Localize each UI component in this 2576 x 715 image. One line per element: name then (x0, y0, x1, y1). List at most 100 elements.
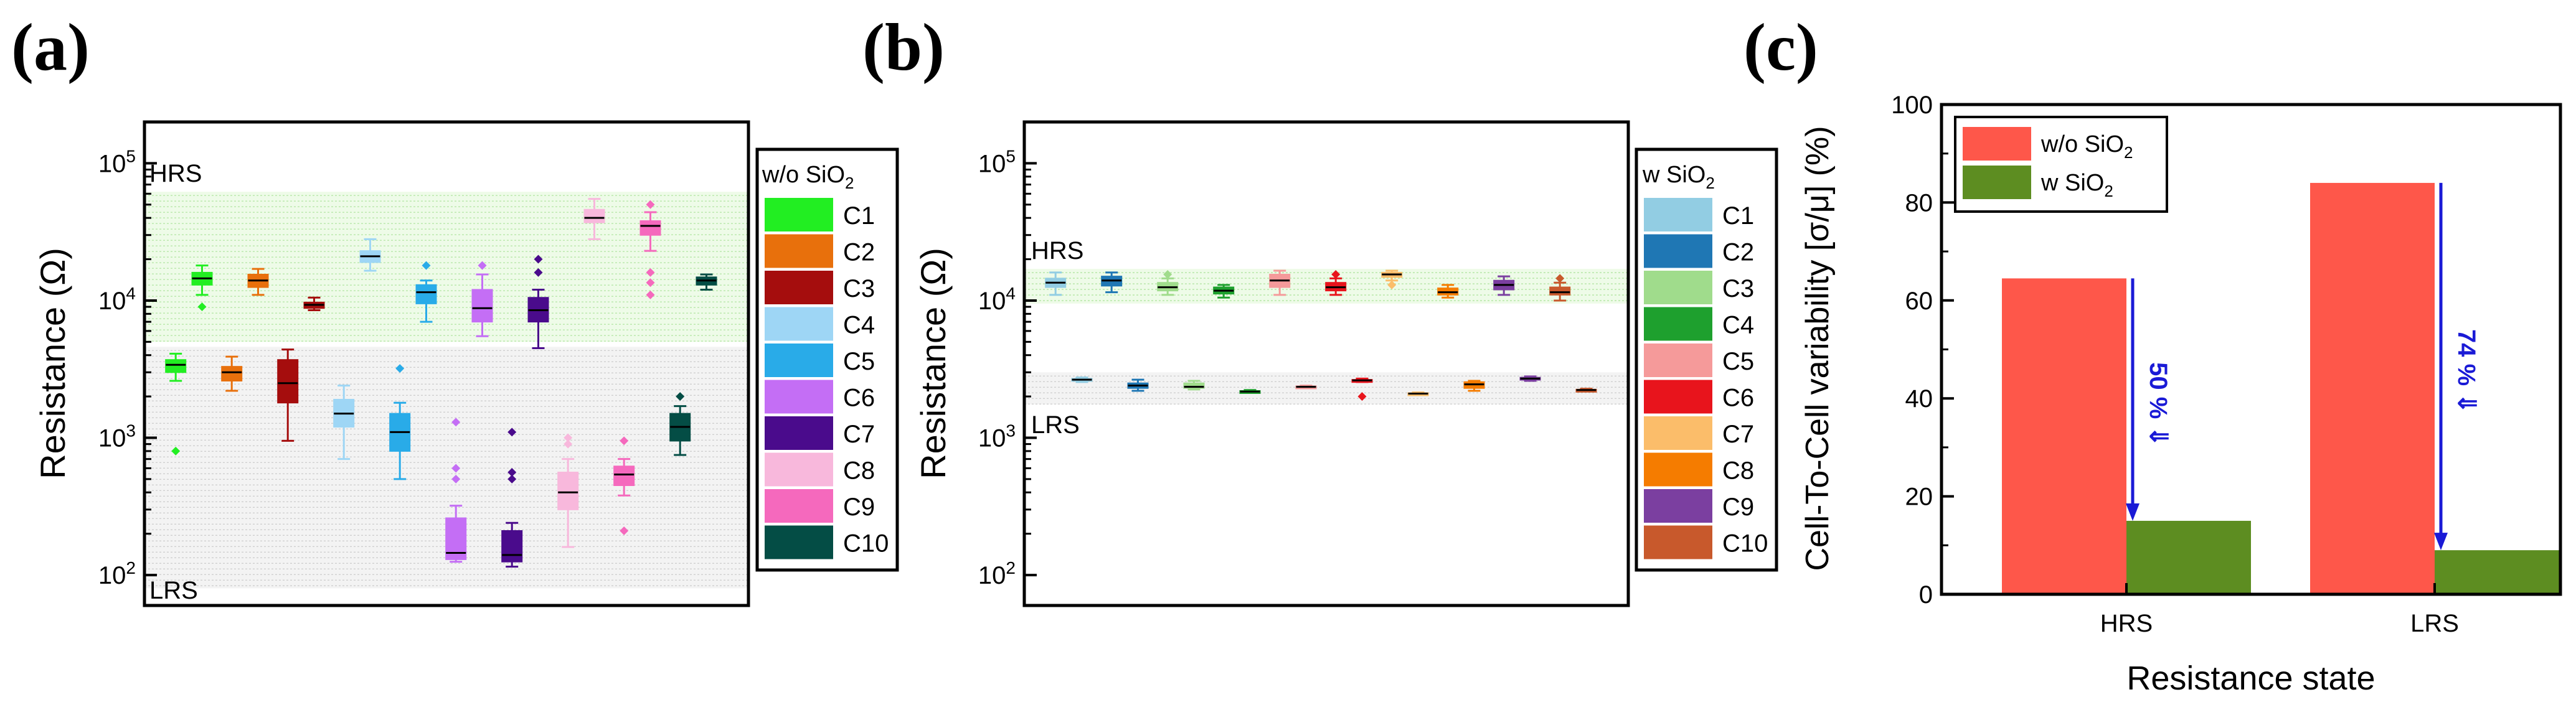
outlier-point (646, 290, 655, 299)
legend-swatch-C4 (1644, 307, 1712, 341)
panel-c-y-ticks: 0 20 40 60 80 100 (1891, 91, 1954, 609)
box-C10-LRS (1575, 388, 1597, 393)
box-C10-HRS (696, 273, 717, 291)
box-C9-HRS (1493, 275, 1515, 296)
box-C7-LRS (501, 428, 523, 568)
outlier-point (507, 474, 517, 484)
legend-swatch-C9 (765, 489, 833, 523)
legend-swatch-C5 (765, 343, 833, 377)
box-C1-LRS (165, 352, 187, 456)
box-C9-LRS (613, 436, 635, 536)
reduction-label: 74 % ⇓ (2453, 329, 2480, 414)
legend-label-C9: C9 (843, 493, 875, 521)
box-C8-HRS (583, 198, 605, 240)
box-C10-LRS (669, 392, 691, 456)
outlier-point (676, 392, 685, 401)
y-tick-label: 102 (98, 558, 136, 589)
outlier-point (1331, 269, 1341, 279)
outlier-point (1163, 269, 1172, 279)
box-C6-HRS (1325, 269, 1347, 296)
panel-a-legend: w/o SiO2 C1 C2 C3 C4 C5 C6 C7 C8 C9 C10 (755, 147, 899, 572)
legend-label-C6: C6 (1722, 385, 1754, 412)
box-C7-HRS (1381, 269, 1403, 289)
box-C3-LRS (1183, 380, 1205, 391)
panel-c-chart: 0 20 40 60 80 100 HRS LRS 50 % ⇓ 74 % ⇓ Cell-To… (1800, 91, 2562, 697)
legend-label-C4: C4 (843, 312, 875, 339)
legend-label-C5: C5 (843, 348, 875, 375)
legend-swatch-C3 (765, 271, 833, 304)
box-C2-LRS (1127, 378, 1149, 392)
y-tick-label: 103 (98, 421, 136, 452)
box-C4-HRS (359, 238, 381, 272)
outlier-point (395, 364, 405, 373)
outlier-point (171, 446, 181, 456)
panel-a-legend-title: w/o SiO2 (762, 162, 854, 192)
panel-a-y-axis-label: Resistance (Ω) (33, 248, 72, 479)
y-tick-label: 0 (1919, 581, 1933, 609)
outlier-point (507, 468, 517, 477)
box-C5-HRS (1269, 269, 1291, 296)
legend-label-C6: C6 (843, 385, 875, 412)
panel-a-frame (143, 120, 750, 607)
legend-swatch-C1 (765, 198, 833, 231)
outlier-point (1387, 280, 1397, 289)
legend-swatch-1 (1963, 166, 2031, 199)
legend-label-C7: C7 (1722, 421, 1754, 448)
box-C5-HRS (415, 261, 437, 323)
box-body (415, 284, 437, 304)
box-body (277, 359, 299, 404)
bar-LRS-w/o SiO (2310, 182, 2435, 594)
y-tick-label: 104 (978, 284, 1016, 315)
legend-swatch-C8 (1644, 452, 1712, 487)
legend-label-0: w/o SiO2 (2041, 131, 2133, 162)
y-tick-label: 102 (978, 558, 1016, 589)
panel-c-annotations: 50 % ⇓ 74 % ⇓ (2126, 182, 2480, 551)
box-C3-LRS (277, 348, 299, 442)
panel-a-y-ticks: 102 103 104 105 (98, 121, 157, 589)
panel-b-hrs-label: HRS (1031, 237, 1083, 264)
box-body (1549, 286, 1571, 296)
outlier-point (620, 526, 629, 536)
box-C6-LRS (1351, 377, 1373, 401)
box-C2-LRS (221, 355, 243, 392)
box-C1-HRS (191, 264, 213, 312)
outlier-point (451, 474, 461, 484)
outlier-point (646, 278, 655, 287)
box-C10-HRS (1549, 274, 1571, 302)
outlier-point (564, 433, 573, 442)
legend-label-C1: C1 (843, 202, 875, 230)
box-C8-LRS (557, 433, 579, 548)
panel-a-legend-items: C1 C2 C3 C4 C5 C6 C7 C8 C9 C10 (765, 198, 889, 559)
box-C1-HRS (1045, 271, 1067, 296)
box-C3-HRS (303, 296, 325, 312)
legend-label-C4: C4 (1722, 312, 1754, 339)
box-body (613, 465, 635, 486)
a-hrs-band (144, 192, 748, 342)
legend-label-C3: C3 (843, 275, 875, 302)
outlier-point (1357, 392, 1367, 401)
outlier-point (197, 302, 207, 312)
box-C2-HRS (1101, 271, 1123, 294)
panel-c-legend: w/o SiO2 w SiO2 (1954, 116, 2168, 213)
panel-a-hrs-label: HRS (149, 160, 202, 187)
y-tick-label: 104 (98, 284, 136, 315)
legend-swatch-C9 (1644, 489, 1712, 523)
outlier-point (1555, 274, 1565, 283)
y-tick-label: 20 (1905, 484, 1933, 511)
legend-swatch-C8 (765, 452, 833, 487)
y-tick-label: 105 (978, 146, 1016, 177)
panel-c-y-axis-label: Cell-To-Cell variability [σ/μ] (%) (1800, 126, 1836, 571)
legend-label-C5: C5 (1722, 348, 1754, 375)
panel-b-legend-items: C1 C2 C3 C4 C5 C6 C7 C8 C9 C10 (1644, 198, 1768, 559)
outlier-point (646, 268, 655, 277)
legend-label-C10: C10 (1722, 530, 1768, 558)
box-body (471, 289, 493, 323)
outlier-point (451, 464, 461, 473)
box-body (583, 208, 605, 223)
panel-c-x-axis-label: Resistance state (2126, 660, 2375, 697)
box-C7-HRS (527, 255, 549, 349)
panel-c-legend-items: w/o SiO2 w SiO2 (1963, 127, 2133, 200)
y-tick-label: 105 (98, 146, 136, 177)
panel-b-legend-title: w SiO2 (1642, 162, 1715, 192)
